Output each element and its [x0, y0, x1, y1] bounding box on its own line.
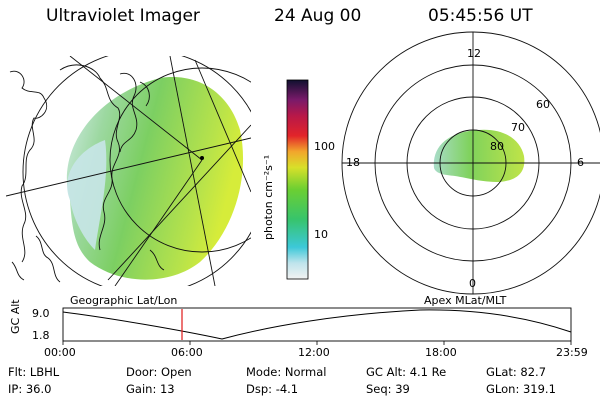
footer-dsp: Dsp: -4.1	[246, 382, 299, 396]
coastline-outline	[9, 64, 165, 283]
mlat-label-60: 60	[536, 98, 550, 111]
altitude-xtick-0600: 06:00	[171, 346, 203, 359]
footer-flt: Flt: LBHL	[8, 365, 60, 379]
footer-mode: Mode: Normal	[246, 365, 327, 379]
altitude-xtick-1800: 18:00	[425, 346, 457, 359]
instrument-title: Ultraviolet Imager	[46, 6, 200, 26]
apex-panel-label: Apex MLat/MLT	[424, 294, 507, 307]
altitude-ylabel: GC Alt	[9, 299, 22, 334]
uv-emission-region	[66, 77, 244, 280]
altitude-ytick-high: 9.0	[32, 307, 50, 320]
altitude-curve	[62, 309, 572, 340]
footer-seq: Seq: 39	[366, 382, 410, 396]
footer-glon: GLon: 319.1	[486, 382, 556, 396]
altitude-plot-frame	[62, 307, 572, 342]
altitude-xtick-2359: 23:59	[556, 346, 588, 359]
graticule	[6, 56, 251, 286]
mlt-label-6: 6	[577, 156, 584, 169]
mlt-label-0: 0	[469, 277, 476, 290]
geographic-pole-marker	[200, 156, 204, 160]
time-label: 05:45:56 UT	[428, 6, 533, 26]
mlt-label-18: 18	[346, 156, 360, 169]
mlt-label-12: 12	[467, 47, 481, 60]
footer-ip: IP: 36.0	[8, 382, 52, 396]
footer-glat: GLat: 82.7	[486, 365, 547, 379]
altitude-ytick-low: 1.8	[32, 329, 50, 342]
geographic-panel-label: Geographic Lat/Lon	[70, 294, 178, 307]
polar-emission-region	[433, 129, 525, 182]
colorbar-tick-100: 100	[314, 140, 335, 153]
altitude-xtick-1200: 12:00	[298, 346, 330, 359]
altitude-xtick-0000: 00:00	[44, 346, 76, 359]
mlat-label-70: 70	[511, 121, 525, 134]
mlat-label-80: 80	[490, 140, 504, 153]
footer-gc-alt: GC Alt: 4.1 Re	[366, 365, 447, 379]
date-label: 24 Aug 00	[274, 6, 362, 26]
footer-gain: Gain: 13	[126, 382, 175, 396]
footer-door: Door: Open	[126, 365, 192, 379]
colorbar-tick-10: 10	[314, 228, 328, 241]
